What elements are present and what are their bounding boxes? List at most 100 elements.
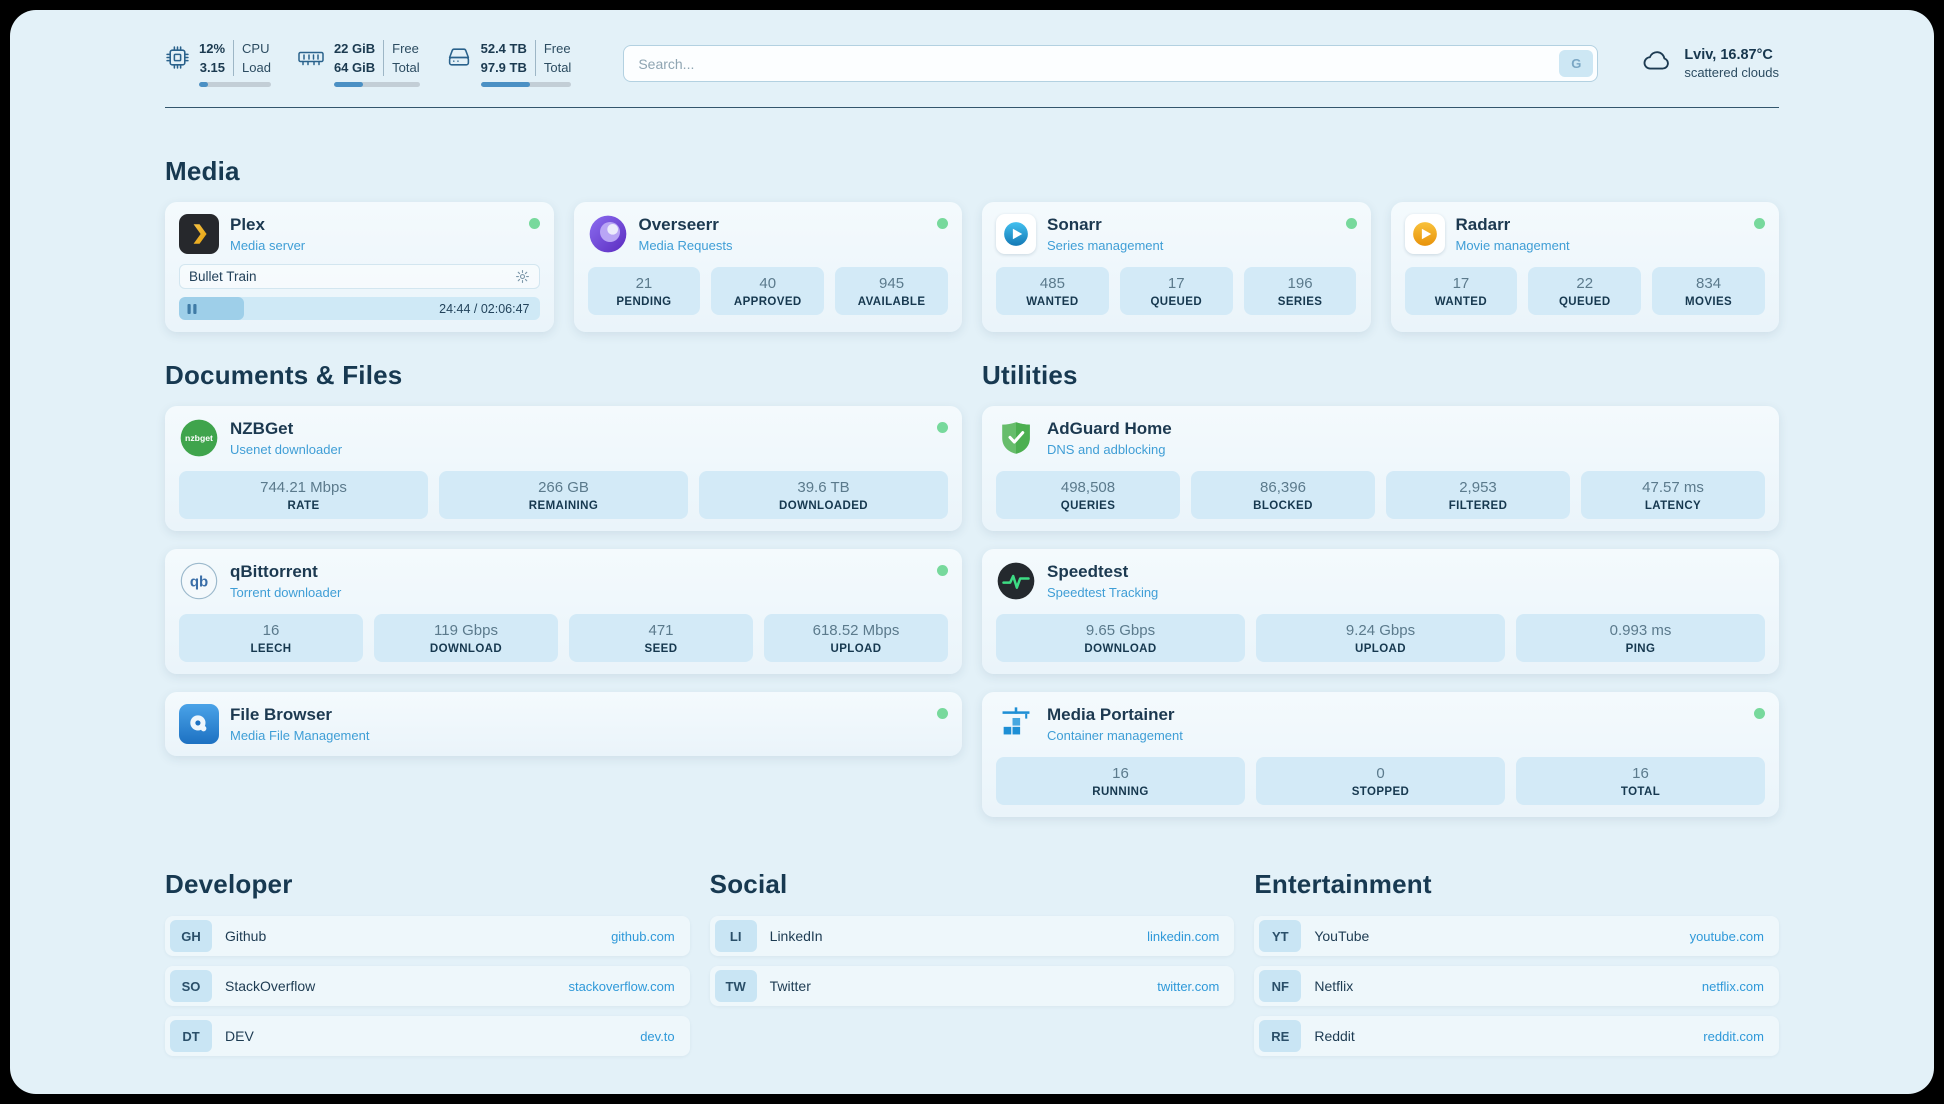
radarr-icon — [1404, 214, 1445, 255]
status-dot — [937, 422, 948, 434]
bookmark-linkedin[interactable]: LI LinkedIn linkedin.com — [709, 916, 1235, 957]
bookmark-abbr: TW — [714, 970, 757, 1003]
stat-rate: 744.21 Mbps RATE — [179, 471, 428, 520]
weather-condition: scattered clouds — [1684, 65, 1779, 81]
bookmark-github[interactable]: GH Github github.com — [165, 916, 690, 957]
bookmark-url: youtube.com — [1689, 928, 1764, 944]
app-card-speedtest[interactable]: Speedtest Speedtest Tracking 9.65 Gbps DO… — [982, 549, 1779, 675]
bookmark-dev[interactable]: DT DEV dev.to — [165, 1016, 690, 1057]
pause-icon[interactable] — [186, 302, 198, 315]
stat-seed: 471 SEED — [569, 614, 753, 663]
app-name: NZBGet — [230, 419, 294, 439]
topbar-divider — [165, 107, 1779, 109]
status-dot — [937, 565, 948, 577]
bookmark-url: dev.to — [640, 1028, 675, 1044]
developer-column: Developer GH Github github.com SO StackO… — [165, 869, 690, 1057]
status-dot — [937, 218, 948, 230]
stat-wanted: 485 WANTED — [996, 267, 1109, 316]
app-subtitle: Usenet downloader — [230, 442, 343, 458]
stat-movies: 834 MOVIES — [1652, 267, 1765, 316]
bookmark-stackoverflow[interactable]: SO StackOverflow stackoverflow.com — [165, 966, 690, 1007]
qbittorrent-icon: qb — [179, 561, 219, 601]
stat-stopped: 0 STOPPED — [1256, 757, 1505, 806]
adguard-icon — [996, 418, 1036, 458]
memory-widget: 22 GiB 64 GiB Free Total — [297, 40, 420, 88]
playback-progress-bar[interactable]: 24:44 / 02:06:47 — [179, 297, 540, 321]
stat-queries: 498,508 QUERIES — [996, 471, 1180, 520]
app-subtitle: Container management — [1047, 728, 1183, 744]
stat-queued: 17 QUEUED — [1119, 267, 1233, 316]
app-name: qBittorrent — [230, 562, 318, 582]
bookmark-name: Github — [225, 928, 267, 945]
svg-text:nzbget: nzbget — [185, 433, 213, 443]
app-card-portainer[interactable]: Media Portainer Container management 16 R… — [982, 692, 1779, 818]
bookmark-url: twitter.com — [1157, 978, 1220, 994]
stat-available: 945 AVAILABLE — [835, 267, 948, 316]
bookmark-abbr: LI — [714, 920, 757, 953]
bookmark-youtube[interactable]: YT YouTube youtube.com — [1254, 916, 1779, 957]
bookmark-abbr: SO — [170, 970, 212, 1003]
app-card-radarr[interactable]: Radarr Movie management 17 WANTED 22 QUEUE… — [1390, 202, 1779, 333]
section-title-developer: Developer — [165, 869, 293, 900]
filebrowser-icon — [179, 704, 219, 745]
stat-downloaded: 39.6 TB DOWNLOADED — [699, 471, 948, 520]
bookmark-twitter[interactable]: TW Twitter twitter.com — [709, 966, 1235, 1007]
disk-progress-bar — [480, 82, 572, 88]
bookmark-abbr: NF — [1259, 970, 1302, 1003]
app-card-qbittorrent[interactable]: qb qBittorrent Torrent downloader 16 LEEC… — [165, 549, 962, 675]
nzbget-icon: nzbget — [179, 418, 219, 458]
app-card-filebrowser[interactable]: File Browser Media File Management — [165, 692, 962, 757]
social-column: Social LI LinkedIn linkedin.com TW Twitt… — [709, 869, 1235, 1056]
gear-icon[interactable] — [515, 269, 530, 284]
search-input[interactable] — [623, 45, 1599, 83]
status-dot — [1754, 708, 1765, 720]
stat-pending: 21 PENDING — [587, 267, 701, 316]
app-subtitle: DNS and adblocking — [1047, 442, 1166, 458]
sonarr-icon — [996, 214, 1036, 255]
stat-download: 9.65 Gbps DOWNLOAD — [996, 614, 1245, 663]
stat-queued: 22 QUEUED — [1528, 267, 1642, 316]
app-subtitle: Media Requests — [638, 238, 733, 254]
app-subtitle: Torrent downloader — [230, 585, 342, 601]
disk-icon — [446, 45, 472, 75]
app-card-sonarr[interactable]: Sonarr Series management 485 WANTED 17 QUE… — [982, 202, 1371, 333]
memory-total-value: 64 GiB — [333, 59, 376, 75]
bookmark-name: Netflix — [1314, 978, 1354, 995]
now-playing-row: Bullet Train — [179, 264, 540, 290]
documents-column: Documents & Files nzbget NZBGet Usenet d… — [165, 360, 962, 817]
app-card-overseerr[interactable]: Overseerr Media Requests 21 PENDING 40 APP… — [573, 202, 962, 333]
entertainment-column: Entertainment YT YouTube youtube.com NF … — [1254, 869, 1779, 1057]
stat-series: 196 SERIES — [1243, 267, 1357, 316]
bookmark-name: Twitter — [769, 978, 811, 995]
search-engine-button[interactable]: G — [1559, 50, 1594, 78]
section-title-media: Media — [165, 156, 240, 187]
app-name: Sonarr — [1047, 215, 1102, 235]
app-card-adguard[interactable]: AdGuard Home DNS and adblocking 498,508 Q… — [982, 406, 1779, 532]
portainer-icon — [996, 704, 1036, 744]
stat-remaining: 266 GB REMAINING — [439, 471, 688, 520]
cpu-usage-value: 12% — [199, 41, 226, 56]
search-bar: G — [623, 45, 1599, 83]
bookmark-url: netflix.com — [1701, 978, 1764, 994]
bookmark-netflix[interactable]: NF Netflix netflix.com — [1254, 966, 1779, 1007]
bookmark-abbr: DT — [170, 1020, 212, 1053]
stat-leech: 16 LEECH — [179, 614, 363, 663]
bookmark-url: github.com — [611, 928, 675, 944]
status-dot — [1345, 218, 1357, 230]
bookmark-reddit[interactable]: RE Reddit reddit.com — [1254, 1016, 1779, 1057]
section-title-entertainment: Entertainment — [1254, 869, 1432, 900]
app-subtitle: Series management — [1047, 238, 1164, 254]
cpu-load-label: Load — [242, 59, 271, 75]
stat-upload: 618.52 Mbps UPLOAD — [764, 614, 948, 663]
stat-wanted: 17 WANTED — [1404, 267, 1518, 316]
media-grid: Plex Media server Bullet Train — [165, 202, 1779, 333]
app-subtitle: Media File Management — [230, 728, 370, 744]
app-card-plex[interactable]: Plex Media server Bullet Train — [165, 202, 554, 333]
app-name: File Browser — [230, 705, 333, 725]
bookmark-abbr: YT — [1259, 920, 1302, 953]
memory-total-label: Total — [392, 59, 420, 75]
bookmark-abbr: GH — [170, 920, 212, 953]
app-name: Radarr — [1455, 215, 1511, 235]
app-name: AdGuard Home — [1047, 419, 1172, 439]
app-card-nzbget[interactable]: nzbget NZBGet Usenet downloader 744.21 M… — [165, 406, 962, 532]
